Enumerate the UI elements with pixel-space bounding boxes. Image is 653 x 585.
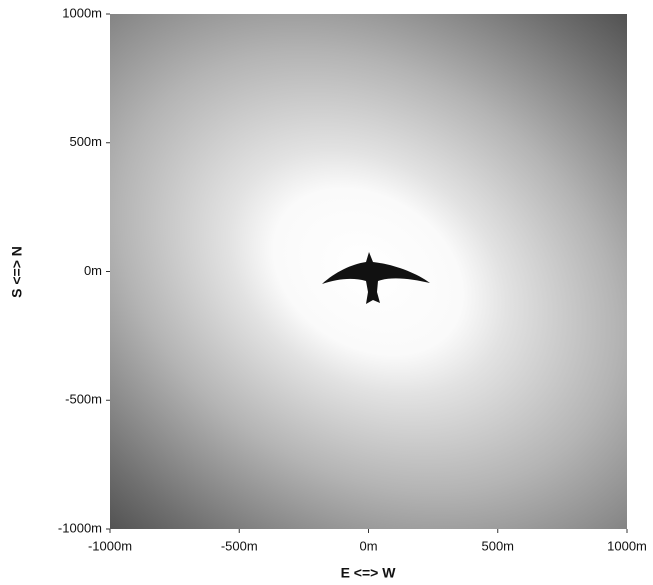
- x-tick-label: 1000m: [607, 538, 647, 553]
- y-tick-label: 0m: [84, 263, 102, 278]
- x-tick-label: 500m: [481, 538, 514, 553]
- page: E <=> W S <=> N -1000m -500m 0m 500m 1000m -1…: [0, 0, 653, 585]
- chart: E <=> W S <=> N -1000m -500m 0m 500m 1000m -1…: [0, 0, 653, 585]
- x-axis-label: E <=> W: [341, 565, 397, 581]
- y-tick-label: -500m: [65, 392, 102, 407]
- x-tick-label: -500m: [221, 538, 258, 553]
- y-tick-label: 1000m: [62, 5, 102, 20]
- x-tick-label: 0m: [359, 538, 377, 553]
- y-tick-label: -1000m: [58, 520, 102, 535]
- y-axis-label: S <=> N: [9, 246, 25, 298]
- y-tick-label: 500m: [69, 134, 102, 149]
- x-tick-label: -1000m: [88, 538, 132, 553]
